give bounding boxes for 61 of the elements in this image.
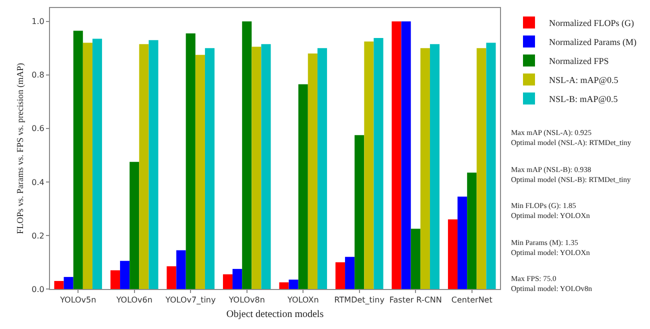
bar xyxy=(354,135,364,289)
y-tick-label: 0.0 xyxy=(32,284,44,294)
bar xyxy=(186,33,196,289)
legend-label: NSL-B: mAP@0.5 xyxy=(549,94,618,104)
bar xyxy=(420,48,430,289)
legend-label: Normalized Params (M) xyxy=(549,37,636,48)
bar xyxy=(298,84,308,289)
bar xyxy=(335,262,346,289)
y-tick-label: 0.2 xyxy=(32,231,44,240)
x-tick-label: RTMDet_tiny xyxy=(334,296,385,305)
bar xyxy=(232,268,242,289)
bar xyxy=(410,228,420,289)
x-tick-label: YOLOXn xyxy=(286,296,319,305)
x-tick-label: YOLOv8n xyxy=(228,296,265,305)
bar xyxy=(486,42,496,289)
x-tick-label: YOLOv7_tiny xyxy=(164,296,216,305)
bar xyxy=(92,38,102,289)
legend-label: Normalized FLOPs (G) xyxy=(549,18,634,28)
bar xyxy=(148,40,158,289)
x-tick-label: Faster R-CNN xyxy=(389,296,442,305)
bar xyxy=(364,41,374,289)
y-tick-label: 0.4 xyxy=(32,178,44,187)
y-tick-label: 1.0 xyxy=(32,17,44,26)
bar xyxy=(458,196,468,289)
bar xyxy=(222,274,233,289)
x-axis-title: Object detection models xyxy=(226,309,324,320)
bar xyxy=(64,276,74,289)
bar xyxy=(288,280,298,289)
bar xyxy=(476,48,486,289)
bar xyxy=(374,38,384,289)
bar xyxy=(139,44,149,289)
bar xyxy=(130,162,140,289)
bar xyxy=(176,250,186,289)
bar xyxy=(308,54,318,289)
bar xyxy=(54,280,64,289)
legend-label: NSL-A: mAP@0.5 xyxy=(549,75,619,86)
bar xyxy=(430,44,440,289)
bar xyxy=(261,44,271,289)
bar xyxy=(467,172,477,289)
y-axis-title: FLOPs vs. Params vs. FPS vs. precision (mAP) xyxy=(15,62,26,234)
bar xyxy=(345,256,355,289)
x-tick-label: CenterNet xyxy=(451,296,492,305)
bar xyxy=(120,260,130,289)
y-tick-label: 0.8 xyxy=(32,70,44,80)
bar xyxy=(82,42,92,289)
legend-label: Normalized FPS xyxy=(549,56,609,66)
bar xyxy=(73,30,83,289)
bar xyxy=(166,266,176,289)
bar xyxy=(317,48,328,289)
bar xyxy=(401,21,411,289)
bar xyxy=(110,270,120,289)
bar xyxy=(279,282,289,289)
x-tick-label: YOLOv5n xyxy=(59,296,96,305)
bar xyxy=(448,219,458,289)
bar xyxy=(195,54,205,289)
x-tick-label: YOLOv6n xyxy=(115,296,152,305)
y-tick-label: 0.6 xyxy=(32,124,44,134)
bar xyxy=(392,21,402,289)
bar xyxy=(242,21,252,289)
bar xyxy=(252,46,262,289)
bar xyxy=(204,48,215,289)
